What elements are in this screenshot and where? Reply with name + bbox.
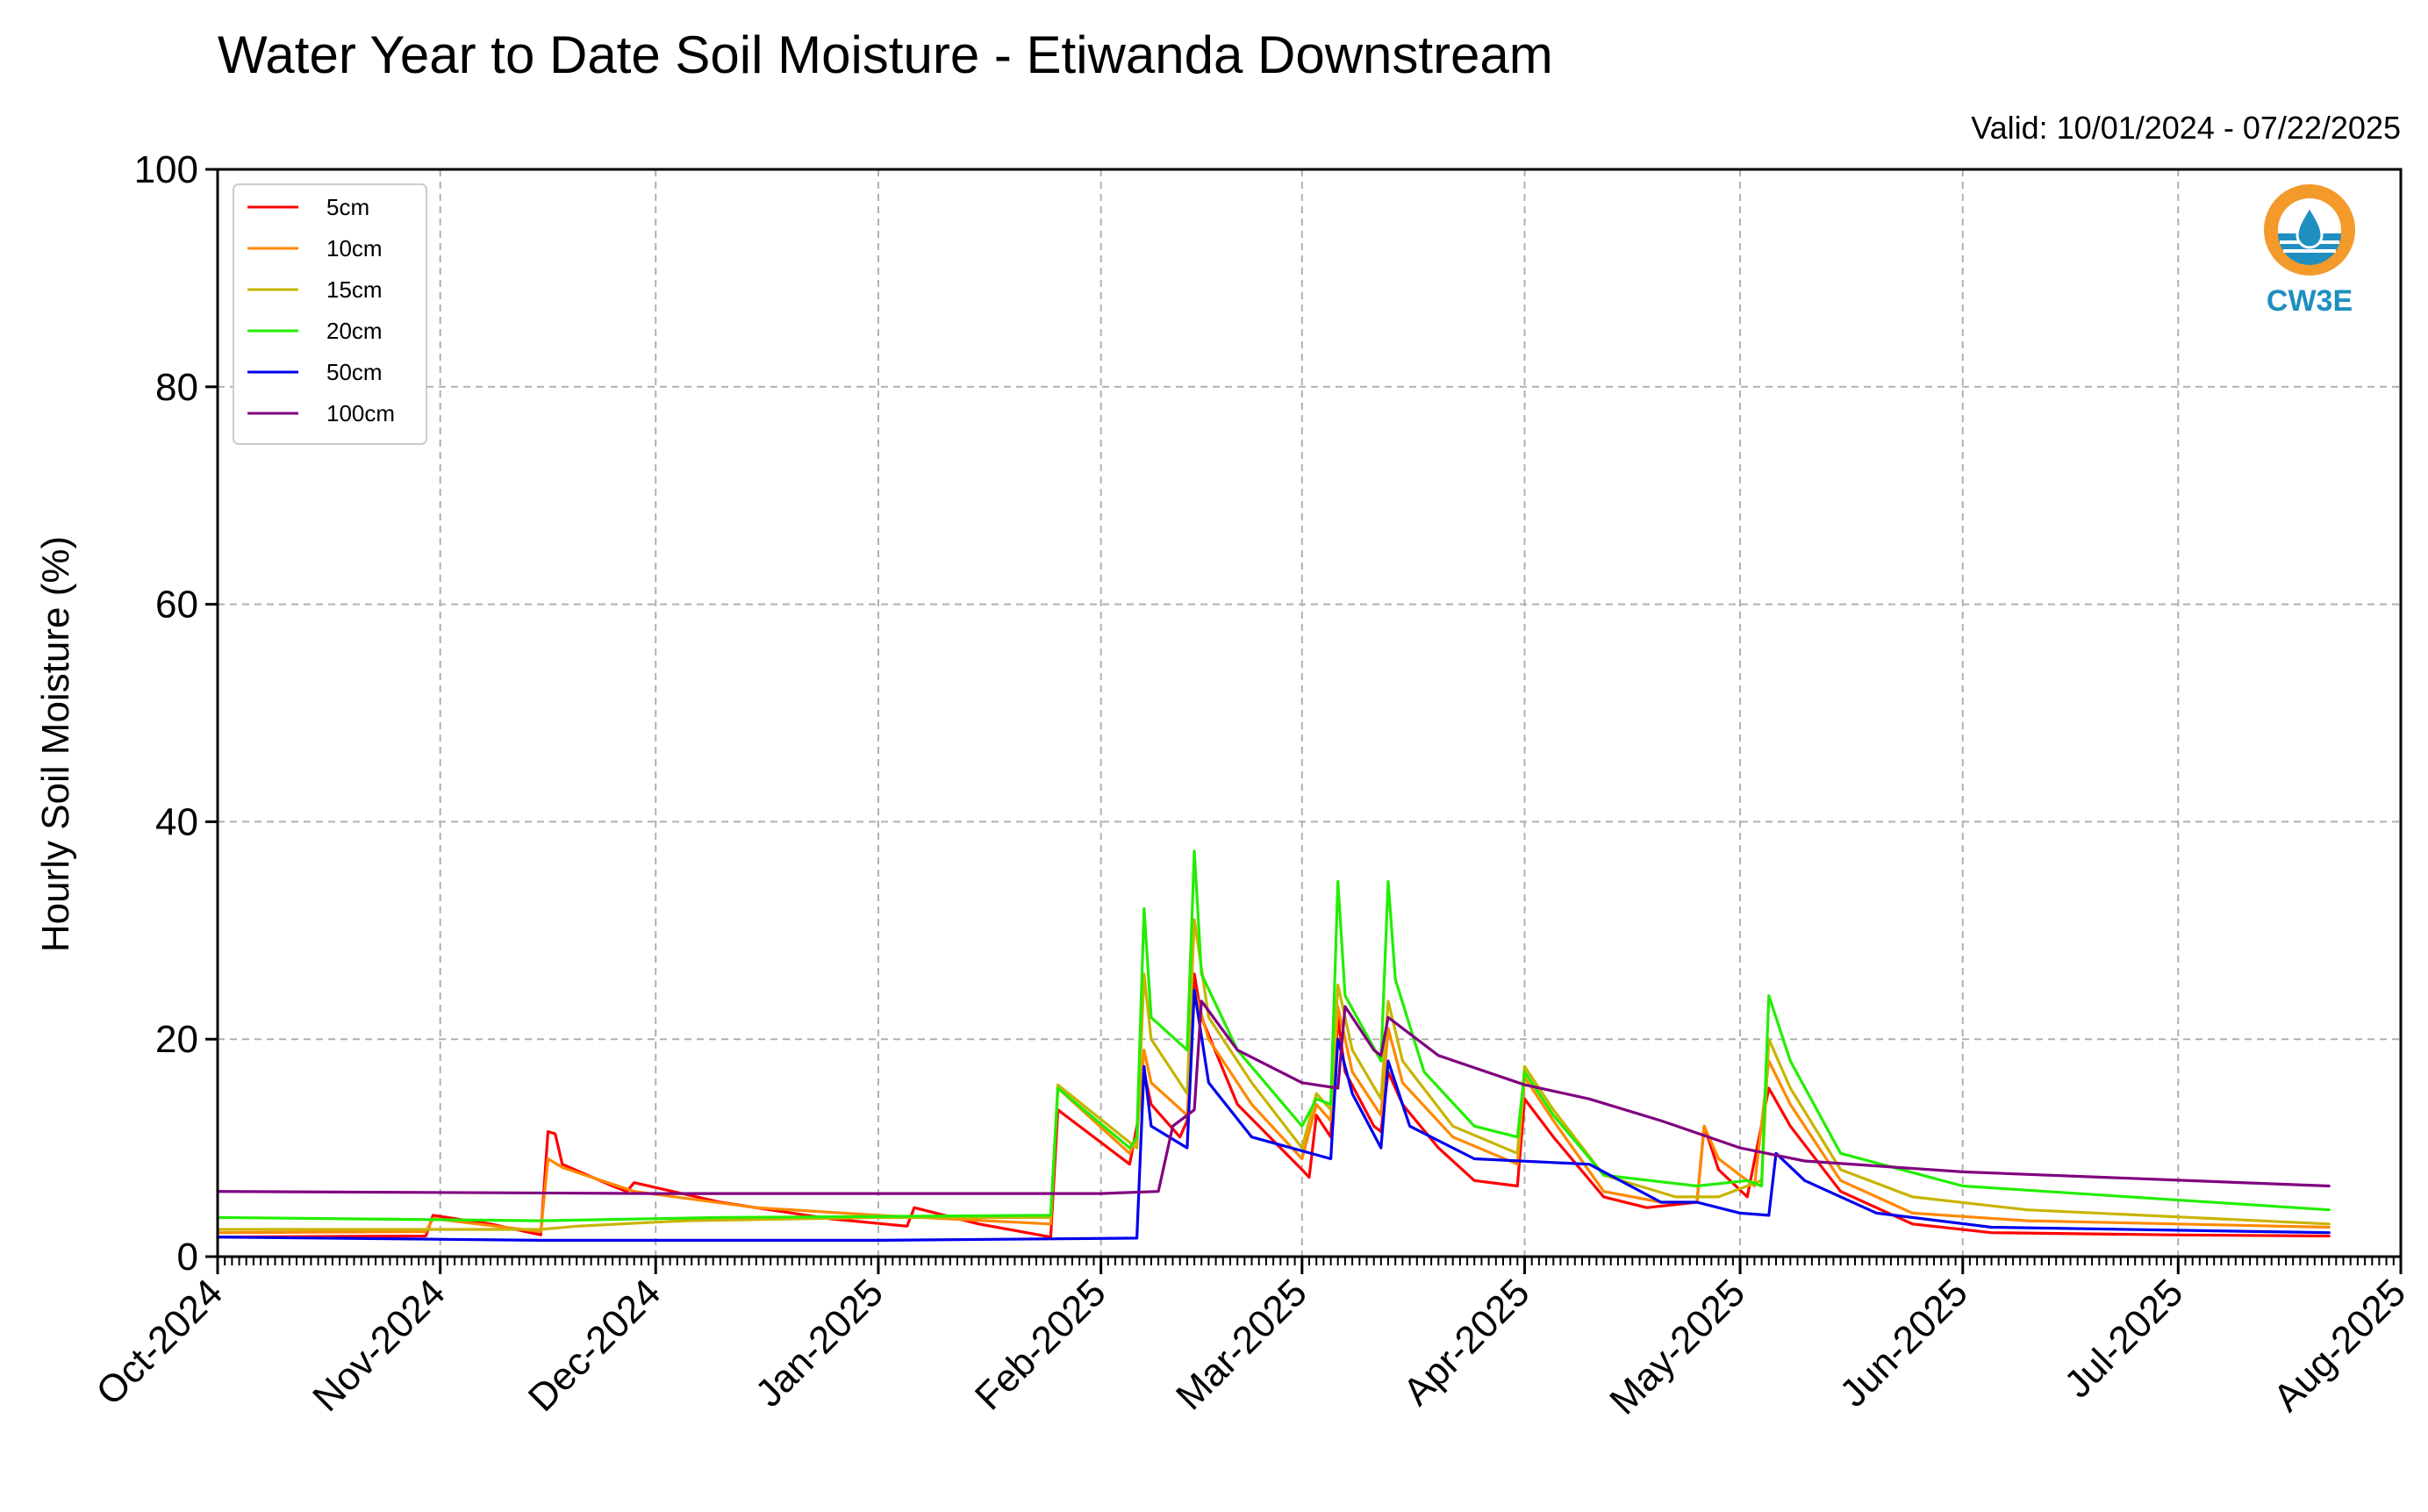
- y-tick-label: 40: [155, 800, 198, 843]
- series-layer: [216, 849, 2331, 1242]
- x-tick-label: Jul-2025: [2056, 1271, 2191, 1406]
- x-tick-label: Oct-2024: [88, 1271, 231, 1414]
- legend-label-20cm: 20cm: [326, 318, 383, 344]
- x-minor-ticks: [217, 1257, 2402, 1265]
- y-tick-label: 20: [155, 1018, 198, 1061]
- legend-label-50cm: 50cm: [326, 359, 383, 385]
- x-tick-label: Dec-2024: [520, 1271, 670, 1420]
- cw3e-logo: CW3E: [2264, 184, 2355, 318]
- x-tick-label: May-2025: [1601, 1271, 1753, 1422]
- chart-subtitle: Valid: 10/01/2024 - 07/22/2025: [1971, 110, 2401, 146]
- y-tick-label: 60: [155, 584, 198, 627]
- legend: 5cm 10cm 15cm 20cm 50cm 100cm: [233, 183, 427, 445]
- series-line-15cm: [216, 918, 2331, 1231]
- x-tick-label: Mar-2025: [1168, 1271, 1315, 1418]
- series-line-100cm: [216, 1000, 2331, 1195]
- y-tick-label: 0: [177, 1236, 198, 1279]
- series-line-5cm: [216, 972, 2331, 1239]
- legend-label-5cm: 5cm: [326, 194, 369, 220]
- x-tick-label: Jun-2025: [1831, 1271, 1975, 1415]
- y-tick-label: 100: [134, 148, 198, 191]
- x-tick-label: Jan-2025: [748, 1271, 892, 1415]
- plot-frame: [216, 168, 2403, 1258]
- minor-ticks: [217, 1257, 2402, 1265]
- x-tick-label: Nov-2024: [304, 1271, 454, 1420]
- y-axis-label: Hourly Soil Moisture (%): [34, 536, 77, 952]
- water-drop-icon: [2295, 204, 2324, 249]
- series-line-50cm: [216, 988, 2331, 1242]
- legend-label-10cm: 10cm: [326, 235, 383, 262]
- x-tick-label: Aug-2025: [2265, 1271, 2414, 1420]
- grid: [217, 168, 2402, 1258]
- series-line-10cm: [216, 988, 2331, 1235]
- logo-text: CW3E: [2267, 284, 2353, 318]
- x-tick-label: Feb-2025: [967, 1271, 1114, 1418]
- x-tick-labels: Oct-2024 Nov-2024 Dec-2024 Jan-2025 Feb-2025…: [88, 1271, 2414, 1422]
- x-tick-label: Apr-2025: [1395, 1271, 1538, 1414]
- legend-label-15cm: 15cm: [326, 276, 383, 303]
- y-tick-labels: 0 20 40 60 80 100: [134, 148, 198, 1279]
- axes: [205, 168, 2403, 1274]
- legend-label-100cm: 100cm: [326, 400, 395, 426]
- series-line-20cm: [216, 849, 2331, 1222]
- y-tick-label: 80: [155, 366, 198, 409]
- chart-title: Water Year to Date Soil Moisture - Etiwa…: [218, 25, 1553, 84]
